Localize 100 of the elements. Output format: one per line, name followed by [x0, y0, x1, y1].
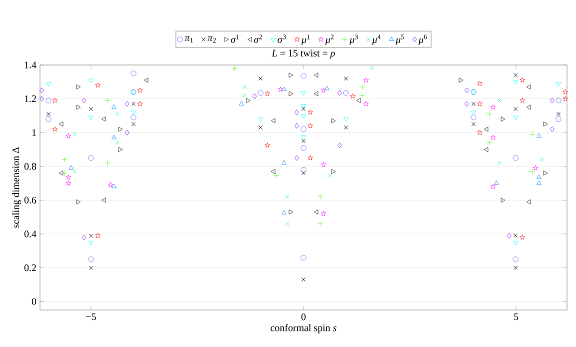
point [308, 122, 314, 128]
point [232, 66, 238, 72]
point [359, 92, 366, 98]
point [264, 90, 270, 96]
point [111, 184, 116, 188]
point [543, 122, 548, 127]
point [484, 126, 488, 132]
point [513, 73, 518, 78]
point [108, 182, 114, 188]
point [486, 140, 492, 146]
point [104, 160, 110, 166]
point [285, 194, 290, 199]
point [477, 80, 483, 86]
point [242, 84, 247, 90]
point [458, 78, 464, 83]
point [294, 155, 299, 161]
point [308, 155, 314, 160]
point [471, 110, 476, 116]
point [238, 101, 244, 106]
legend-label: π$_{1}$ [184, 36, 193, 42]
point [540, 158, 544, 162]
point [115, 140, 120, 145]
point [61, 156, 68, 162]
y-tick-label: 0.8 [24, 162, 36, 170]
point [550, 98, 554, 104]
point [301, 135, 306, 140]
point [359, 84, 366, 90]
point [101, 116, 106, 122]
point [320, 162, 326, 168]
point [82, 98, 86, 104]
point [288, 91, 294, 96]
point [131, 102, 136, 106]
point [536, 174, 542, 179]
point [66, 174, 72, 180]
point [301, 91, 306, 96]
point [76, 199, 81, 204]
point [529, 131, 536, 138]
point [66, 133, 72, 138]
point [130, 114, 136, 120]
point [512, 256, 518, 262]
point [88, 240, 94, 246]
point [543, 170, 548, 176]
legend-label: μ$^{6}$ [418, 34, 427, 45]
point [258, 125, 263, 130]
point [88, 78, 94, 84]
point [490, 184, 496, 190]
point [490, 134, 496, 140]
point [258, 90, 264, 96]
legend-label: μ$^{3}$ [350, 34, 358, 45]
point [471, 102, 476, 106]
point [512, 155, 518, 161]
point [500, 116, 506, 122]
point [513, 80, 518, 85]
y-tick-label: 0 [32, 298, 36, 305]
point [356, 98, 361, 103]
point [72, 132, 77, 136]
point [320, 210, 326, 216]
legend-label: μ$^{2}$ [325, 34, 334, 45]
point [536, 180, 542, 185]
point [246, 98, 251, 103]
y-tick-label: 1.2 [24, 95, 36, 102]
point [513, 234, 518, 238]
point [331, 118, 336, 124]
point [301, 171, 306, 176]
legend-label: μ$^{4}$ [372, 34, 381, 45]
point [76, 104, 81, 110]
point [131, 122, 136, 126]
point [497, 98, 502, 103]
legend-label: μ$^{5}$ [396, 34, 404, 45]
point [88, 106, 94, 112]
point [281, 210, 286, 214]
point [337, 90, 342, 96]
point [301, 277, 306, 282]
x-tick-label: 0 [301, 314, 306, 320]
point [471, 122, 476, 126]
point [520, 98, 526, 103]
point [300, 72, 306, 78]
point [101, 198, 106, 203]
point [477, 101, 483, 106]
point [532, 165, 538, 170]
point [300, 254, 306, 260]
point [111, 134, 116, 140]
point [252, 93, 257, 100]
point [343, 90, 349, 96]
point [58, 170, 64, 176]
point [115, 112, 120, 116]
point [278, 86, 284, 92]
x-tick-label: −5 [86, 314, 96, 320]
point [497, 160, 502, 166]
point [562, 96, 568, 102]
point [344, 125, 348, 130]
point [490, 104, 496, 110]
point [88, 116, 94, 120]
point [526, 84, 531, 90]
point [118, 146, 123, 152]
point [264, 142, 270, 148]
point [314, 72, 318, 78]
point [300, 166, 306, 173]
point [88, 266, 94, 270]
point [300, 144, 306, 151]
